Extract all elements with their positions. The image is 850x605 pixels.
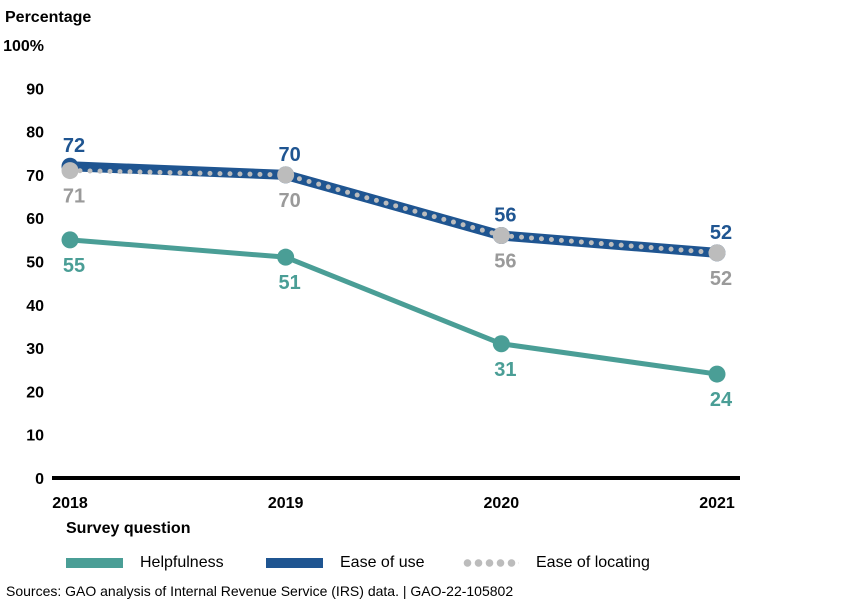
legend-item-helpfulness: Helpfulness bbox=[66, 554, 266, 572]
series-layer bbox=[61, 157, 726, 383]
y-axis-label: Percentage bbox=[5, 9, 91, 26]
x-tick-label: 2020 bbox=[484, 495, 520, 512]
legend-label-helpfulness: Helpfulness bbox=[140, 554, 224, 571]
x-axis-ticks: 2018 2019 2020 2021 bbox=[52, 495, 735, 512]
data-label-ease-of-locating: 71 bbox=[63, 186, 85, 208]
data-label-helpfulness: 31 bbox=[494, 359, 516, 381]
legend-swatch-helpfulness bbox=[66, 558, 123, 568]
y-tick-label: 30 bbox=[26, 341, 44, 358]
y-tick-label: 0 bbox=[35, 471, 44, 488]
y-tick-label: 100% bbox=[3, 38, 44, 55]
data-point-ease-of-locating bbox=[277, 166, 295, 184]
data-labels: 55 51 31 24 72 70 56 52 71 70 56 52 bbox=[63, 135, 733, 411]
legend-item-ease-of-locating: Ease of locating bbox=[462, 554, 650, 572]
data-label-helpfulness: 55 bbox=[63, 255, 85, 277]
legend: Helpfulness Ease of use Ease of locating bbox=[66, 552, 650, 574]
y-axis-ticks: 0 10 20 30 40 50 60 70 80 90 100% bbox=[3, 38, 44, 488]
source-note: Sources: GAO analysis of Internal Revenu… bbox=[6, 583, 514, 599]
x-tick-label: 2018 bbox=[52, 495, 88, 512]
data-label-ease-of-use: 56 bbox=[494, 205, 516, 227]
data-point-helpfulness bbox=[61, 231, 79, 249]
y-tick-label: 40 bbox=[26, 298, 44, 315]
legend-swatch-ease-of-use bbox=[266, 558, 323, 568]
y-tick-label: 80 bbox=[26, 125, 44, 142]
series-line-ease-of-locating bbox=[67, 168, 720, 256]
x-tick-label: 2019 bbox=[268, 495, 304, 512]
legend-item-ease-of-use: Ease of use bbox=[266, 554, 462, 572]
y-tick-label: 10 bbox=[26, 428, 44, 445]
data-point-ease-of-locating bbox=[61, 162, 79, 180]
series-ease-of-locating bbox=[61, 162, 726, 262]
y-tick-label: 90 bbox=[26, 81, 44, 98]
legend-label-ease-of-use: Ease of use bbox=[340, 554, 425, 571]
y-tick-label: 70 bbox=[26, 168, 44, 185]
series-line-helpfulness bbox=[69, 237, 718, 377]
data-label-ease-of-use: 52 bbox=[710, 222, 732, 244]
y-tick-label: 60 bbox=[26, 211, 44, 228]
legend-swatch-ease-of-locating bbox=[462, 559, 519, 567]
data-point-ease-of-locating bbox=[492, 227, 510, 245]
series-line-ease-of-use bbox=[69, 161, 718, 258]
legend-title: Survey question bbox=[66, 520, 191, 537]
data-point-helpfulness bbox=[492, 335, 510, 353]
y-tick-label: 20 bbox=[26, 384, 44, 401]
data-label-helpfulness: 51 bbox=[279, 272, 301, 294]
data-label-ease-of-use: 70 bbox=[279, 144, 301, 166]
data-label-helpfulness: 24 bbox=[710, 389, 733, 411]
data-label-ease-of-use: 72 bbox=[63, 135, 85, 157]
data-label-ease-of-locating: 56 bbox=[494, 251, 516, 273]
x-tick-label: 2021 bbox=[699, 495, 735, 512]
data-point-helpfulness bbox=[277, 248, 295, 266]
y-tick-label: 50 bbox=[26, 255, 44, 272]
data-label-ease-of-locating: 70 bbox=[279, 190, 301, 212]
data-point-ease-of-locating bbox=[708, 244, 726, 262]
legend-label-ease-of-locating: Ease of locating bbox=[536, 554, 650, 571]
series-helpfulness bbox=[61, 231, 726, 383]
data-label-ease-of-locating: 52 bbox=[710, 268, 732, 290]
data-point-helpfulness bbox=[708, 365, 726, 383]
